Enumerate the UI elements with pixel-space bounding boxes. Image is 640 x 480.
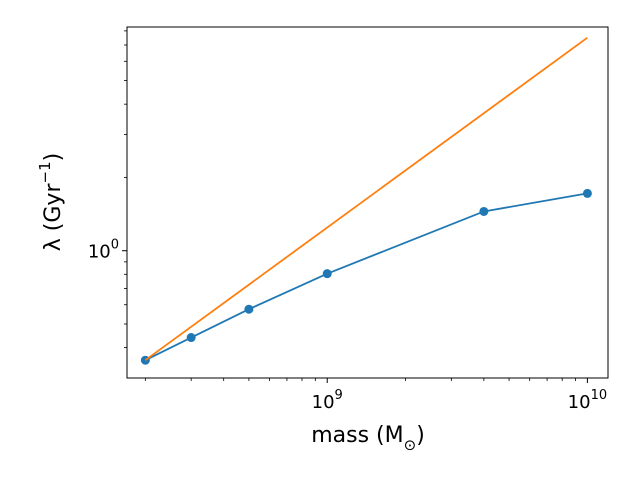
series-0-point — [322, 269, 332, 279]
axis-ticks: 109 1010 100 — [88, 30, 607, 413]
x-tick-label: 1010 — [568, 388, 607, 413]
x-tick-label: 109 — [312, 388, 343, 413]
plot-area — [140, 36, 592, 365]
series-0-line — [144, 192, 588, 362]
series-0-point — [186, 333, 196, 343]
series-0-point — [479, 206, 489, 216]
series-0-point — [244, 304, 254, 314]
y-tick-label: 100 — [88, 238, 119, 263]
series-1-line — [144, 36, 588, 361]
series-0-point — [582, 188, 592, 198]
y-axis-label: λ (Gyr−1) — [36, 153, 66, 251]
x-axis-label: mass (M⊙) — [311, 423, 425, 454]
axes-frame — [126, 26, 609, 379]
